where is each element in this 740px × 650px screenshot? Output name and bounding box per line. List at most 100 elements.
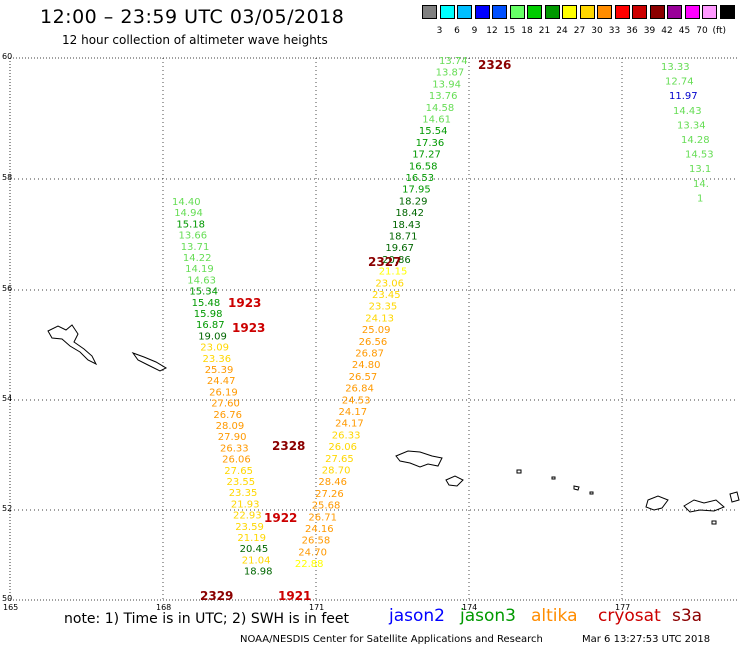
legend-value: 3 — [436, 26, 443, 36]
wave-height-reading: 26.19 — [209, 387, 238, 398]
legend-value: 39 — [643, 26, 656, 36]
wave-height-reading: 26.56 — [359, 337, 388, 348]
wave-height-reading: 13.94 — [432, 79, 461, 90]
wave-height-reading: 25.09 — [362, 325, 391, 336]
wave-height-reading: 26.06 — [222, 455, 251, 466]
wave-height-reading: 11.97 — [669, 91, 698, 102]
legend-value: 27 — [573, 26, 586, 36]
legend-swatch — [509, 5, 525, 19]
wave-height-reading: 26.71 — [308, 512, 337, 523]
islet-east-4 — [711, 520, 717, 525]
wave-height-reading: 26.84 — [345, 384, 374, 395]
wave-height-reading: 16.87 — [196, 320, 225, 331]
legend-swatch — [457, 5, 472, 19]
wave-height-reading: 23.45 — [372, 290, 401, 301]
islet-3 — [573, 485, 580, 491]
satellite-jason2: jason2 — [389, 606, 445, 626]
wave-height-reading: 17.27 — [412, 150, 441, 161]
wave-height-reading: 23.59 — [235, 522, 264, 533]
wave-height-reading: 13.87 — [436, 68, 465, 79]
wave-height-reading: 25.39 — [205, 365, 234, 376]
wave-height-reading: 18.42 — [395, 208, 424, 219]
island-east-1 — [645, 495, 669, 511]
wave-height-reading: 16.53 — [406, 173, 435, 184]
wave-height-reading: 21.19 — [237, 533, 266, 544]
pass-number-label: 2326 — [478, 58, 511, 72]
wave-height-reading: 27.65 — [325, 454, 354, 465]
pass-number-label: 1923 — [232, 321, 265, 335]
wave-height-reading: 13.71 — [181, 242, 210, 253]
wave-height-reading: 24.53 — [342, 395, 371, 406]
legend-swatch — [667, 5, 682, 19]
wave-height-reading: 25.68 — [312, 501, 341, 512]
lon-label: 177 — [615, 603, 630, 612]
legend-unit: (ft) — [712, 26, 727, 36]
wave-height-reading: 27.90 — [218, 432, 247, 443]
wave-height-reading: 26.58 — [302, 536, 331, 547]
pass-number-label: 1922 — [264, 511, 297, 525]
pass-number-label: 2327 — [368, 255, 401, 269]
lat-label: 60 — [2, 52, 12, 61]
wave-height-reading: 14.22 — [183, 253, 212, 264]
wave-height-reading: 24.17 — [339, 407, 368, 418]
wave-height-reading: 17.36 — [416, 138, 445, 149]
wave-height-reading: 15.34 — [189, 287, 218, 298]
legend-swatch — [579, 5, 595, 19]
legend-value: 70 — [696, 26, 708, 36]
wave-height-reading: 24.17 — [335, 419, 364, 430]
legend-value: 45 — [678, 26, 691, 36]
legend-swatch — [649, 5, 665, 19]
island-east-3 — [729, 491, 740, 503]
wave-height-reading: 22.88 — [295, 559, 324, 570]
wave-height-reading: 14.43 — [673, 106, 702, 117]
pass-number-label: 1923 — [228, 296, 261, 310]
wave-height-reading: 17.95 — [402, 185, 431, 196]
legend-value: 6 — [454, 26, 460, 36]
wave-height-reading: 18.29 — [399, 196, 428, 207]
legend-value: 18 — [521, 26, 533, 36]
wave-height-reading: 13.66 — [179, 231, 208, 242]
wave-height-reading: 23.09 — [200, 343, 229, 354]
wave-height-reading: 15.48 — [192, 298, 221, 309]
legend-swatch — [422, 5, 437, 19]
wave-height-reading: 28.46 — [318, 477, 347, 488]
legend-value: 15 — [503, 26, 516, 36]
lat-lon-grid — [9, 57, 738, 601]
wave-height-reading: 26.06 — [328, 442, 357, 453]
generated-timestamp: Mar 6 13:27:53 UTC 2018 — [582, 634, 711, 645]
wave-height-reading: 1 — [697, 193, 703, 204]
wave-height-reading: 23.35 — [229, 488, 258, 499]
wave-height-reading: 14.63 — [187, 275, 216, 286]
lat-label: 54 — [2, 394, 12, 403]
legend-value: 42 — [661, 26, 673, 36]
wave-height-reading: 15.18 — [176, 219, 205, 230]
wave-height-reading: 18.71 — [389, 232, 418, 243]
legend-swatch — [544, 5, 560, 19]
lon-label: 174 — [462, 603, 477, 612]
island-central — [395, 450, 443, 468]
lat-label: 52 — [2, 504, 12, 513]
wave-height-reading: 23.36 — [203, 354, 232, 365]
altimeter-tracks: 13.7413.8713.9413.7614.5814.6115.5417.36… — [172, 56, 714, 578]
map-title: 12:00 – 23:59 UTC 03/05/2018 — [40, 6, 345, 28]
wave-height-reading: 13.34 — [677, 120, 706, 131]
legend-swatch — [719, 5, 735, 19]
axis-labels: 165 168 171 174 177 60 58 56 54 52 50 — [2, 52, 630, 612]
wave-height-reading: 26.57 — [349, 372, 378, 383]
legend-swatch — [597, 5, 612, 19]
wave-height-reading: 15.98 — [194, 309, 223, 320]
footnote: note: 1) Time is in UTC; 2) SWH is in fe… — [64, 611, 350, 627]
credit-line: NOAA/NESDIS Center for Satellite Applica… — [240, 634, 543, 645]
wave-height-reading: 23.06 — [375, 278, 404, 289]
wave-height-reading: 13.76 — [429, 91, 458, 102]
wave-height-reading: 24.70 — [298, 547, 327, 558]
wave-height-reading: 13.33 — [661, 62, 690, 73]
lat-label: 50 — [2, 594, 12, 603]
legend-swatch — [632, 5, 647, 19]
island-small-west — [131, 351, 168, 372]
wave-height-reading: 15.54 — [419, 126, 448, 137]
legend-value: 9 — [471, 26, 478, 36]
wave-height-reading: 26.33 — [220, 443, 249, 454]
wave-height-reading: 24.47 — [207, 376, 236, 387]
wave-height-reading: 24.13 — [365, 313, 394, 324]
